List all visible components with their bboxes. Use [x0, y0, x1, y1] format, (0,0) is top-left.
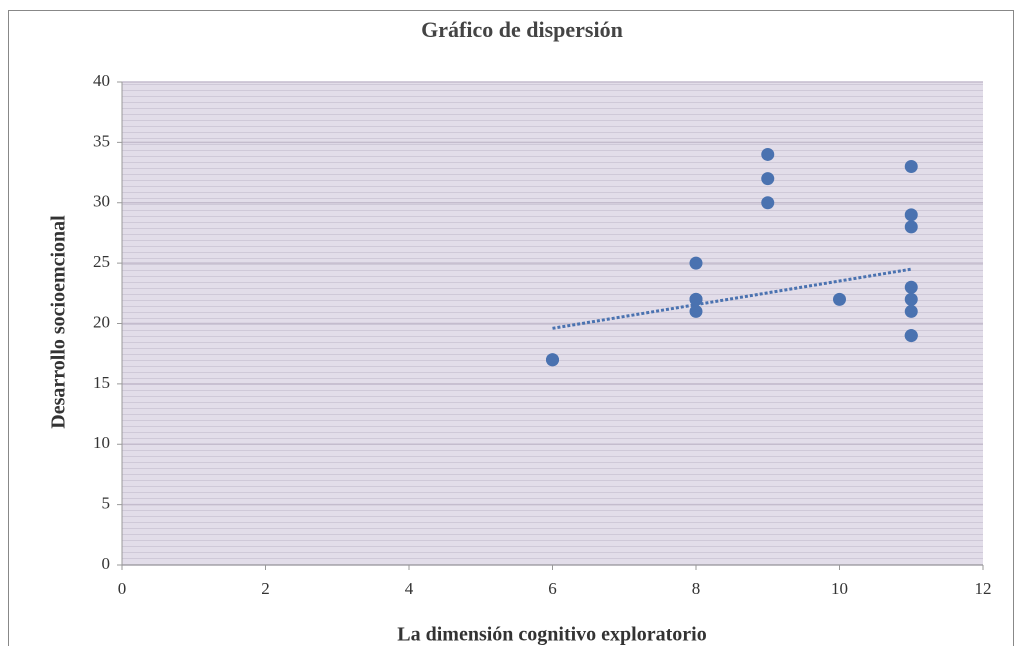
data-point [546, 353, 559, 367]
data-point [904, 280, 918, 294]
y-tick-label: 15 [93, 373, 110, 392]
data-point [904, 304, 918, 318]
y-tick-label: 20 [93, 312, 110, 331]
y-tick-label: 40 [93, 71, 110, 90]
chart-title: Gráfico de dispersión [421, 17, 623, 42]
plot-layer: 0 5 10 15 20 25 30 35 40 0 2 4 6 8 10 12 [93, 71, 992, 598]
y-axis-label: Desarrollo socioemcional [48, 215, 70, 429]
data-point [689, 292, 703, 306]
data-point [689, 304, 703, 318]
data-point [904, 292, 918, 306]
y-tick-label: 25 [93, 252, 110, 271]
x-tick-label: 6 [548, 579, 557, 598]
data-point [904, 220, 918, 234]
x-tick-label: 4 [405, 579, 414, 598]
y-tick-label: 10 [93, 433, 110, 452]
y-tick-label: 0 [102, 554, 111, 573]
x-tick-label: 10 [831, 579, 848, 598]
y-tick-label: 35 [93, 131, 110, 150]
y-tick-label: 30 [93, 192, 110, 211]
data-point [761, 147, 775, 161]
data-point [904, 160, 918, 174]
x-axis-label: La dimensión cognitivo exploratorio [397, 624, 706, 646]
data-point [904, 208, 918, 222]
x-tick-label: 0 [118, 579, 127, 598]
x-tick-label: 2 [261, 579, 270, 598]
x-tick-label: 8 [692, 579, 701, 598]
data-point [761, 196, 775, 210]
data-point [904, 329, 918, 343]
data-point [761, 172, 775, 186]
data-point [689, 256, 703, 270]
data-point [833, 292, 846, 306]
x-tick-label: 12 [975, 579, 992, 598]
trendline [552, 267, 912, 330]
y-tick-label: 5 [102, 494, 111, 513]
